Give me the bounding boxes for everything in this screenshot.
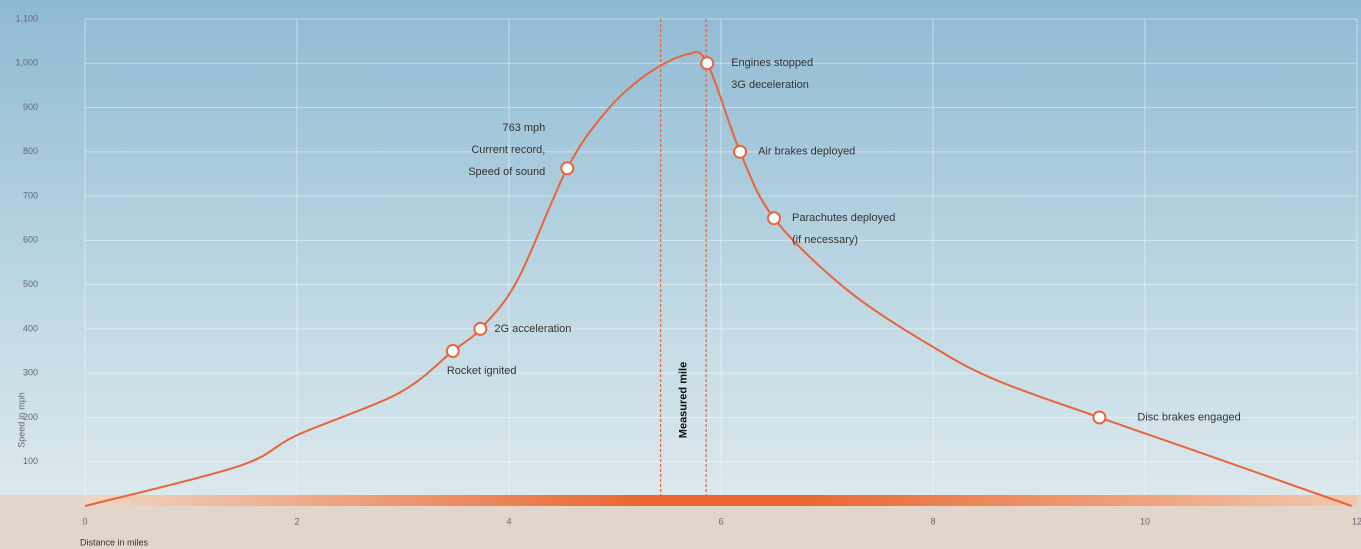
y-tick-label: 900 — [23, 102, 38, 112]
event-marker — [560, 161, 575, 176]
event-marker — [733, 144, 748, 159]
event-label: 3G deceleration — [731, 79, 809, 91]
x-axis-label: Distance in miles — [80, 537, 149, 547]
y-tick-label: 300 — [23, 368, 38, 378]
event-marker — [767, 211, 781, 226]
event-label: 763 mph — [502, 122, 545, 134]
event-marker — [445, 344, 460, 359]
y-tick-label: 100 — [23, 456, 38, 466]
event-label: Current record, — [471, 144, 545, 156]
event-marker — [1092, 410, 1107, 425]
y-tick-label: 400 — [23, 323, 38, 333]
y-tick-label: 500 — [23, 279, 38, 289]
x-tick-label: 4 — [506, 516, 511, 526]
event-label: Air brakes deployed — [758, 146, 855, 158]
y-tick-label: 1,100 — [15, 13, 38, 23]
y-tick-label: 200 — [23, 412, 38, 422]
event-label: Parachutes deployed — [792, 212, 895, 224]
event-marker — [700, 56, 715, 71]
y-tick-label: 800 — [23, 146, 38, 156]
x-tick-label: 0 — [82, 516, 87, 526]
plot: 100 200 300 400 500 600 700 800 900 1,000 1,100 0 2 4… — [15, 13, 1361, 526]
event-marker — [473, 321, 488, 336]
event-label: 2G acceleration — [494, 323, 571, 335]
event-label: (if necessary) — [792, 234, 858, 246]
y-axis-label: Speed in mph — [16, 392, 26, 448]
x-tick-label: 10 — [1140, 516, 1150, 526]
y-tick-label: 700 — [23, 190, 38, 200]
event-label: Speed of sound — [468, 166, 545, 178]
x-tick-label: 2 — [294, 516, 299, 526]
y-tick-label: 600 — [23, 235, 38, 245]
speed-line — [84, 51, 1353, 507]
x-tick-label: 6 — [718, 516, 723, 526]
event-label: Engines stopped — [731, 57, 813, 69]
event-label: Rocket ignited — [447, 365, 517, 377]
x-tick-label: 12 — [1352, 516, 1361, 526]
x-tick-label: 8 — [930, 516, 935, 526]
event-label: Disc brakes engaged — [1137, 411, 1240, 423]
track — [85, 495, 1357, 506]
y-tick-label: 1,000 — [15, 58, 38, 68]
measured-mile-label: Measured mile — [677, 362, 689, 438]
